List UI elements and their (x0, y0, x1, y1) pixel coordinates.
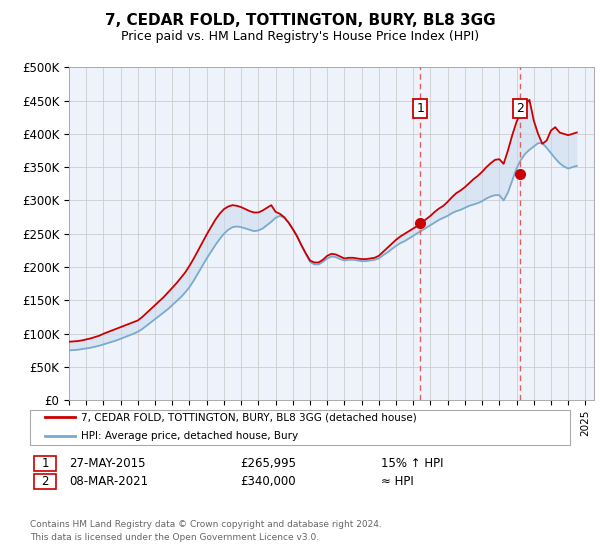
Text: 1: 1 (41, 457, 49, 470)
Text: 1: 1 (416, 102, 424, 115)
Text: 7, CEDAR FOLD, TOTTINGTON, BURY, BL8 3GG: 7, CEDAR FOLD, TOTTINGTON, BURY, BL8 3GG (104, 13, 496, 28)
Text: 7, CEDAR FOLD, TOTTINGTON, BURY, BL8 3GG (detached house): 7, CEDAR FOLD, TOTTINGTON, BURY, BL8 3GG… (81, 412, 417, 422)
Text: £340,000: £340,000 (240, 475, 296, 488)
Text: Price paid vs. HM Land Registry's House Price Index (HPI): Price paid vs. HM Land Registry's House … (121, 30, 479, 44)
Text: HPI: Average price, detached house, Bury: HPI: Average price, detached house, Bury (81, 431, 298, 441)
Text: 2: 2 (41, 475, 49, 488)
Text: £265,995: £265,995 (240, 457, 296, 470)
Text: 08-MAR-2021: 08-MAR-2021 (69, 475, 148, 488)
Text: 2: 2 (516, 102, 524, 115)
Text: 15% ↑ HPI: 15% ↑ HPI (381, 457, 443, 470)
Text: Contains HM Land Registry data © Crown copyright and database right 2024.
This d: Contains HM Land Registry data © Crown c… (30, 520, 382, 542)
Text: ≈ HPI: ≈ HPI (381, 475, 414, 488)
Text: 27-MAY-2015: 27-MAY-2015 (69, 457, 146, 470)
